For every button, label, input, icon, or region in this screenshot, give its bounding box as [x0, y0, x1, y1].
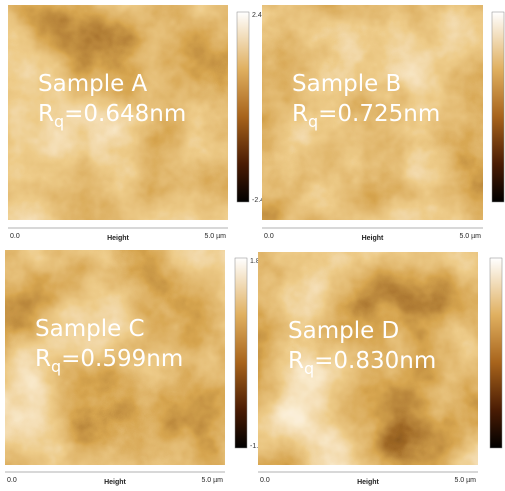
x-end: 5.0 µm	[201, 477, 223, 484]
x-end: 5.0 µm	[459, 233, 481, 240]
sample-label: Sample B	[292, 71, 401, 97]
x-start: 0.0	[7, 477, 17, 484]
rq-symbol: R	[38, 101, 54, 127]
rq-symbol: R	[288, 348, 304, 374]
x-end: 5.0 µm	[204, 233, 226, 240]
rq-symbol: R	[292, 101, 308, 127]
rq-subscript: q	[304, 359, 314, 378]
rq-symbol: R	[35, 346, 51, 372]
color-bar	[235, 258, 247, 448]
x-label: Height	[357, 479, 379, 486]
x-end: 5.0 µm	[454, 477, 476, 484]
x-start: 0.0	[260, 477, 270, 484]
x-start: 0.0	[10, 233, 20, 240]
x-label: Height	[107, 235, 129, 242]
rq-value: =0.830nm	[314, 348, 436, 374]
x-label: Height	[362, 235, 384, 242]
x-label: Height	[104, 479, 126, 486]
sample-label: Sample C	[35, 316, 145, 342]
rq-subscript: q	[51, 357, 61, 376]
rq-subscript: q	[308, 112, 318, 131]
rq-subscript: q	[54, 112, 64, 131]
color-bar	[492, 12, 504, 202]
color-bar	[237, 12, 249, 202]
x-start: 0.0	[264, 233, 274, 240]
rq-value: =0.648nm	[64, 101, 186, 127]
figure: 2.4 nm-2.4 nm0.0Height5.0 µmSample ARq=0…	[0, 0, 505, 491]
color-bar	[490, 258, 502, 448]
rq-value: =0.599nm	[61, 346, 183, 372]
rq-value: =0.725nm	[318, 101, 440, 127]
sample-label: Sample D	[288, 318, 399, 344]
sample-label: Sample A	[38, 71, 148, 97]
